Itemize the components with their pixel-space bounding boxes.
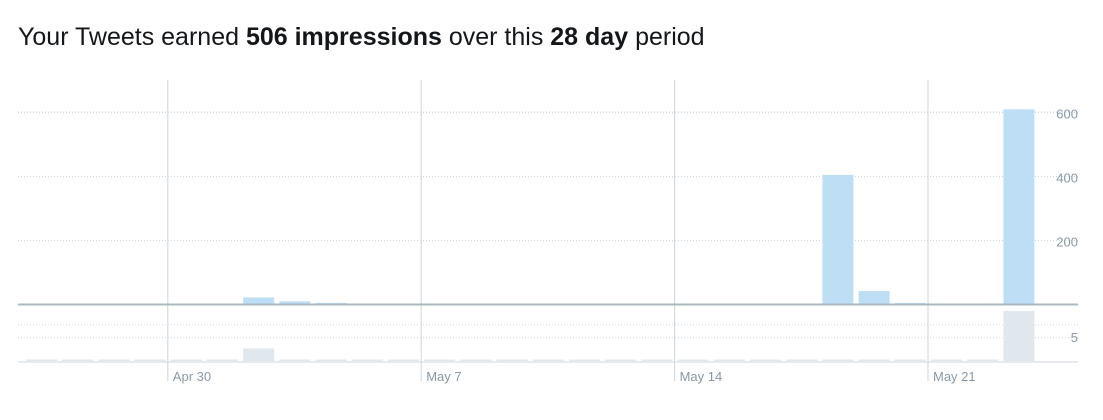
secondary-bar[interactable] xyxy=(62,359,94,362)
impressions-bar[interactable] xyxy=(822,174,854,305)
x-tick-label: May 7 xyxy=(426,369,461,384)
impressions-bar[interactable] xyxy=(279,301,311,305)
axis-layer xyxy=(18,303,1078,363)
secondary-bar[interactable] xyxy=(496,359,528,362)
y-tick-label-secondary: 5 xyxy=(1071,330,1078,345)
headline-impressions: 506 impressions xyxy=(245,23,442,51)
secondary-bar[interactable] xyxy=(424,359,456,362)
headline: Your Tweets earned 506 impressions over … xyxy=(18,20,705,54)
secondary-bar[interactable] xyxy=(207,359,238,362)
secondary-bar[interactable] xyxy=(98,359,130,362)
secondary-bar[interactable] xyxy=(351,359,383,362)
secondary-bar[interactable] xyxy=(243,348,275,362)
bars-layer xyxy=(26,109,1035,362)
impressions-bar[interactable] xyxy=(858,291,890,305)
headline-suffix: period xyxy=(635,23,705,51)
labels-layer: 200 400 600 5 Apr 30 May 7 May 14 May 21 xyxy=(173,107,1078,385)
secondary-bar[interactable] xyxy=(279,359,311,362)
y-tick-label: 200 xyxy=(1056,235,1078,250)
x-tick-label: May 21 xyxy=(933,369,976,384)
x-tick-label: May 14 xyxy=(680,369,723,384)
impressions-bar[interactable] xyxy=(243,297,275,305)
impressions-bar[interactable] xyxy=(1003,109,1035,305)
grid-layer xyxy=(18,80,1078,381)
secondary-bar[interactable] xyxy=(858,359,890,362)
secondary-bar[interactable] xyxy=(569,359,600,362)
secondary-bar[interactable] xyxy=(532,359,564,362)
headline-period: 28 day xyxy=(550,23,629,51)
secondary-bar[interactable] xyxy=(641,359,673,362)
secondary-bar[interactable] xyxy=(786,359,818,362)
secondary-bar[interactable] xyxy=(931,359,962,362)
secondary-bar[interactable] xyxy=(26,359,57,362)
y-tick-label: 600 xyxy=(1056,107,1078,122)
secondary-bar[interactable] xyxy=(677,359,709,362)
secondary-bar[interactable] xyxy=(713,359,745,362)
headline-middle: over this xyxy=(448,23,544,51)
secondary-bar[interactable] xyxy=(750,359,781,362)
headline-prefix: Your Tweets earned xyxy=(18,23,239,51)
secondary-bar[interactable] xyxy=(388,359,419,362)
secondary-bar[interactable] xyxy=(460,359,492,362)
y-tick-label: 400 xyxy=(1056,171,1078,186)
secondary-bar[interactable] xyxy=(170,359,202,362)
secondary-bar[interactable] xyxy=(315,359,347,362)
secondary-bar[interactable] xyxy=(894,359,926,362)
secondary-bar[interactable] xyxy=(1003,311,1035,361)
secondary-bar[interactable] xyxy=(605,359,637,362)
secondary-bar[interactable] xyxy=(822,359,854,362)
secondary-bar[interactable] xyxy=(134,359,166,362)
x-tick-label: Apr 30 xyxy=(173,369,211,384)
secondary-bar[interactable] xyxy=(967,359,999,362)
